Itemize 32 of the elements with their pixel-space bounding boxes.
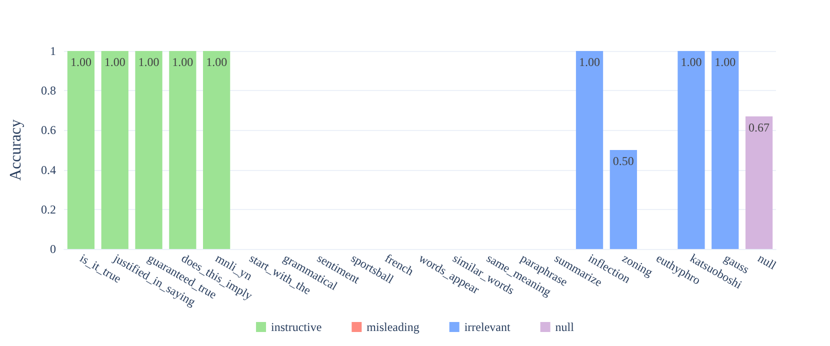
bar — [135, 51, 162, 249]
y-tick-label: 0 — [50, 242, 56, 256]
legend-label: null — [555, 320, 575, 334]
bar — [576, 51, 604, 249]
data-label: 1.00 — [70, 55, 92, 69]
data-label: 0.50 — [612, 154, 634, 168]
data-label: 1.00 — [206, 55, 228, 69]
data-label: 1.00 — [138, 55, 160, 69]
y-tick-label: 0.2 — [41, 202, 56, 216]
y-tick-label: 0.4 — [41, 162, 56, 177]
y-tick-label: 0.8 — [41, 84, 56, 98]
data-label: 1.00 — [104, 55, 126, 69]
bar — [203, 51, 230, 249]
bar — [101, 51, 128, 249]
y-tick-label: 1 — [50, 44, 56, 58]
bar — [745, 116, 773, 249]
data-label: 1.00 — [680, 55, 702, 69]
data-label: 1.00 — [714, 55, 736, 69]
x-tick-label: null — [756, 250, 780, 273]
y-axis-title: Accuracy — [8, 119, 24, 181]
bar — [678, 51, 705, 249]
y-tick-label: 0.6 — [41, 123, 56, 138]
legend-label: irrelevant — [464, 320, 511, 334]
legend-label: misleading — [366, 320, 420, 334]
bar — [169, 51, 196, 249]
data-label: 1.00 — [579, 55, 600, 69]
legend-label: instructive — [271, 320, 322, 334]
data-label: 1.00 — [172, 55, 194, 69]
bar — [712, 51, 739, 249]
bar — [610, 150, 637, 249]
bar — [67, 51, 95, 249]
data-label: 0.67 — [748, 120, 770, 134]
